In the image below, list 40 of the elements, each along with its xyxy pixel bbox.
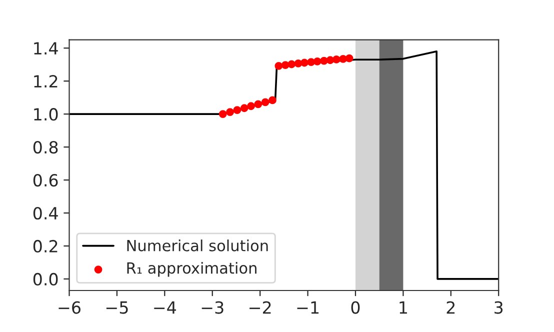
x-tick-label: 3 [494, 301, 503, 314]
y-tick-label: 1.2 [34, 75, 58, 88]
x-tick-label: −1 [297, 301, 319, 314]
point [240, 104, 248, 112]
point [254, 100, 262, 108]
x-tick-label: −6 [58, 301, 80, 314]
y-tick-label: 0.2 [33, 240, 58, 253]
y-tick-label: 1.0 [34, 108, 58, 121]
x-tick-label: −5 [106, 301, 128, 314]
point [247, 102, 255, 110]
point [339, 55, 348, 63]
legend-label: R₁ approximation [127, 262, 256, 277]
x-tick-label: 1 [400, 301, 407, 314]
point [294, 59, 302, 68]
x-tick-label: 0 [351, 301, 360, 314]
y-tick-label: 0.6 [33, 174, 58, 187]
point [281, 61, 290, 70]
point [274, 62, 283, 70]
y-tick-label: 1.4 [34, 42, 58, 54]
point [307, 58, 316, 66]
x-tick-label: −4 [154, 301, 176, 314]
point [233, 106, 242, 114]
x-tick-label: −2 [250, 301, 271, 314]
point [226, 108, 234, 116]
point [218, 110, 227, 118]
line-series [69, 50, 499, 280]
point [261, 98, 270, 106]
point [313, 57, 322, 66]
y-tick-label: 0.0 [33, 272, 58, 286]
point [320, 56, 328, 65]
legend-label: Numerical solution [127, 240, 268, 252]
point [332, 56, 340, 64]
point [345, 54, 354, 62]
point [300, 58, 308, 67]
point [268, 96, 276, 104]
y-tick-label: 0.4 [33, 206, 58, 220]
x-tick-label: −3 [202, 301, 224, 314]
x-tick-label: 2 [446, 301, 455, 314]
y-tick-label: 0.8 [33, 140, 58, 154]
point [288, 60, 296, 68]
